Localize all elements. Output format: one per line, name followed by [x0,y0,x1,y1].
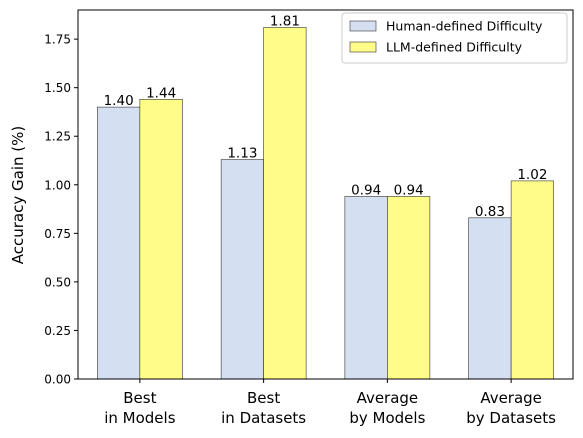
y-tick-label: 1.25 [44,130,71,144]
y-axis: 0.00 0.25 0.50 0.75 1.00 1.25 1.50 1.75 [44,33,78,387]
bar-llm-0 [139,99,183,380]
legend-box [341,12,568,64]
data-label-llm-1: 1.81 [270,13,300,29]
x-tick-label: by Models [349,409,425,427]
y-tick-label: 1.00 [44,178,71,192]
bar-human-2 [344,196,388,380]
bar-llm-1 [263,27,307,380]
data-labels-layer: 1.40 1.13 0.94 0.83 1.44 1.81 0.94 1.02 [104,13,548,219]
bar-llm-2 [387,196,431,380]
y-tick-label: 0.75 [44,227,71,241]
data-label-llm-2: 0.94 [394,182,424,198]
data-label-llm-0: 1.44 [146,85,176,101]
x-tick-label: in Models [104,409,175,427]
legend-label-human: Human-defined Difficulty [386,19,543,34]
legend-swatch-human [349,20,377,32]
bar-human-1 [220,159,264,380]
data-label-human-1: 1.13 [227,146,257,162]
bar-llm-3 [510,180,554,380]
bar-human-0 [97,106,141,380]
bar-human-3 [468,217,512,380]
data-label-human-0: 1.40 [104,93,134,109]
x-tick-label: Average [357,389,419,407]
x-axis: Best in Models Best in Datasets Average by Mo… [104,379,556,427]
plot-frame [77,9,574,380]
x-tick-label: by Datasets [466,409,556,427]
legend-label-llm: LLM-defined Difficulty [386,40,523,55]
x-tick-label: in Datasets [221,409,306,427]
data-label-llm-3: 1.02 [517,167,547,183]
legend-swatch-llm [349,41,377,53]
x-tick-label: Best [123,389,156,407]
bars-layer [97,27,554,380]
y-tick-label: 0.50 [44,275,71,289]
x-tick-label: Average [480,389,542,407]
data-label-human-2: 0.94 [351,182,381,198]
x-tick-label: Best [247,389,280,407]
y-axis-title: Accuracy Gain (%) [9,126,27,264]
y-tick-label: 0.00 [44,373,71,387]
legend: Human-defined Difficulty LLM-defined Diff… [341,12,568,64]
y-tick-label: 1.75 [44,33,71,47]
y-tick-label: 0.25 [44,324,71,338]
y-tick-label: 1.50 [44,81,71,95]
data-label-human-3: 0.83 [475,204,505,220]
